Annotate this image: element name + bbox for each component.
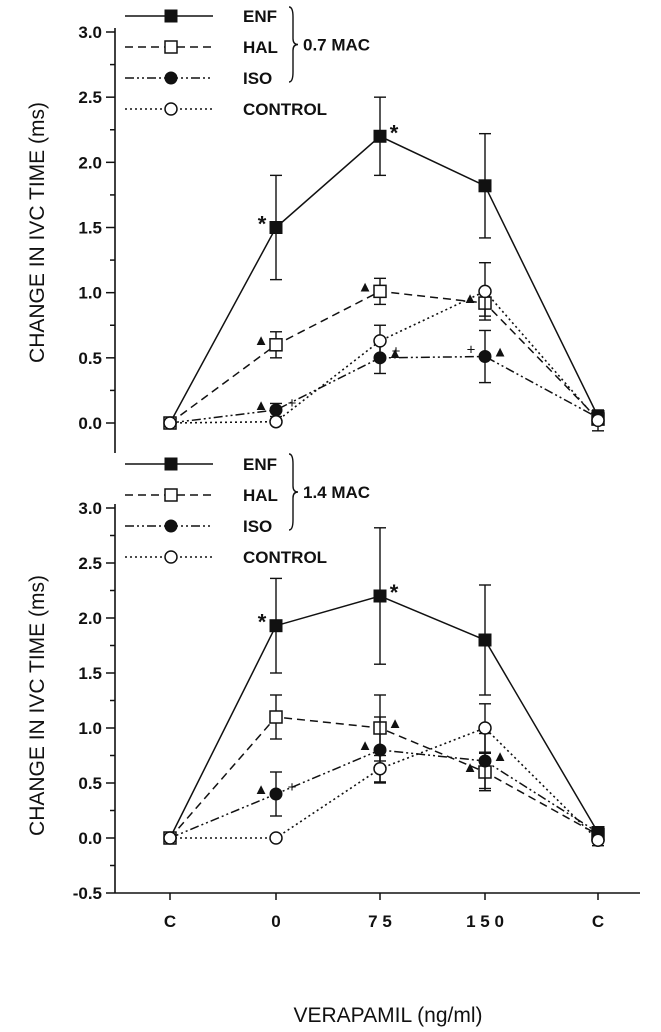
p1-legend-brace [288, 6, 299, 83]
p2-point-control [591, 833, 605, 847]
p1-series-line-enf [169, 135, 599, 424]
p1-legend-label: HAL [243, 38, 278, 57]
p1-y-tick-label: 0.5 [78, 349, 102, 368]
p2-point-control [373, 761, 387, 776]
panel-top: 0.0 0.5 1.0 1.5 2.0 2.5 3.0 CHANGE IN IVC TIME … [26, 6, 605, 453]
p1-y-tick-label: 2.5 [78, 88, 102, 107]
p1-y-tick-label: 2.0 [78, 153, 102, 172]
p2-annotation-mark: * [258, 610, 267, 635]
p1-annotation-mark: + [392, 343, 401, 360]
p2-point-iso [269, 787, 283, 801]
p1-legend-label: ENF [243, 7, 277, 26]
panel-bottom: -0.5 0.0 0.5 1.0 1.5 2.0 2.5 3.0 CHANGE IN IVC T… [26, 453, 640, 1027]
p2-y-tick-label: 0.5 [78, 774, 102, 793]
p2-legend-group-label: 1.4 MAC [303, 483, 370, 502]
p1-annotation-mark: + [288, 395, 297, 412]
p1-annotation-mark: ▲ [254, 397, 269, 414]
p2-legend-label: HAL [243, 486, 278, 505]
p1-series-line-control [169, 290, 599, 424]
p2-y-tick-label: 1.5 [78, 664, 102, 683]
p2-legend-label: ISO [243, 517, 272, 536]
p2-annotation-mark: ▲ [388, 715, 403, 732]
p2-point-enf [269, 619, 283, 633]
p2-annotation-mark: ▲ [463, 759, 478, 776]
p1-series-line-iso [169, 355, 599, 424]
p2-point-iso [373, 743, 387, 757]
p1-point-hal [373, 284, 387, 299]
p1-point-enf [373, 129, 387, 143]
p2-legend-label: CONTROL [243, 548, 327, 567]
p2-y-tick-label: 3.0 [78, 499, 102, 518]
p2-legend-marker-iso [164, 519, 178, 533]
p2-y-tick-label: 0.0 [78, 829, 102, 848]
p1-legend-label: ISO [243, 69, 272, 88]
p2-legend-label: ENF [243, 455, 277, 474]
p2-legend-marker-hal [164, 488, 178, 502]
p2-point-control [163, 831, 177, 845]
p2-x-tick-label: 0 [271, 912, 280, 931]
p2-y-tick-label: 2.0 [78, 609, 102, 628]
p1-annotation-mark: * [258, 212, 267, 237]
p2-point-control [478, 721, 492, 735]
p1-annotation-mark: ▲ [463, 290, 478, 307]
p2-annotation-mark: ▲ [254, 781, 269, 798]
p2-series-line-iso [169, 749, 599, 839]
p1-point-hal [269, 338, 283, 352]
p1-legend-marker-hal [164, 40, 178, 54]
p1-annotation-mark: ▲ [254, 332, 269, 349]
p1-point-enf [478, 179, 492, 193]
p2-x-axis-label: VERAPAMIL (ng/ml) [293, 1004, 482, 1027]
p1-point-control [269, 414, 283, 429]
p2-x-tick-label: 1 5 0 [466, 912, 504, 931]
p1-annotation-mark: * [390, 120, 399, 145]
p1-point-iso [269, 403, 283, 417]
p1-legend-label: CONTROL [243, 100, 327, 119]
p1-annotation-mark: + [467, 342, 476, 359]
p2-y-tick-label: 1.0 [78, 719, 102, 738]
p1-annotation-mark: ▲ [358, 278, 373, 295]
p2-series-line-hal [169, 716, 599, 839]
p1-legend-marker-enf [164, 9, 178, 23]
p2-point-iso [478, 754, 492, 768]
p2-annotation-mark: * [390, 580, 399, 605]
p2-x-tick-label: 7 5 [368, 912, 392, 931]
p2-point-control [269, 831, 283, 845]
p2-y-tick-label: -0.5 [73, 884, 102, 903]
p1-y-tick-label: 0.0 [78, 414, 102, 433]
p1-legend-marker-control [164, 102, 178, 116]
p1-point-control [163, 416, 177, 430]
p2-legend-marker-enf [164, 457, 178, 471]
p2-x-tick-label: C [592, 912, 604, 931]
p2-annotation-mark: + [288, 779, 297, 796]
p2-annotation-mark: ▲ [358, 737, 373, 754]
p1-point-iso [478, 350, 492, 364]
p1-y-axis-label: CHANGE IN IVC TIME (ms) [26, 102, 49, 363]
p1-y-tick-label: 1.0 [78, 284, 102, 303]
p2-series-line-control [170, 727, 599, 841]
p1-point-control [478, 284, 492, 299]
p1-point-control [591, 413, 605, 428]
p2-x-tick-label: C [164, 912, 176, 931]
p1-point-control [373, 334, 387, 348]
p2-y-axis-label: CHANGE IN IVC TIME (ms) [26, 575, 49, 836]
p2-point-enf [478, 633, 492, 647]
p2-legend-brace [288, 453, 299, 531]
p2-annotation-mark: ▲ [493, 748, 508, 765]
p1-annotation-mark: ▲ [388, 345, 403, 362]
p2-legend-marker-control [164, 550, 178, 564]
p1-y-tick-label: 1.5 [78, 219, 102, 238]
p1-point-enf [269, 221, 283, 234]
p2-y-tick-label: 2.5 [78, 554, 102, 573]
p2-point-enf [373, 589, 387, 603]
p1-legend-marker-iso [164, 71, 178, 85]
p1-annotation-mark: ▲ [493, 344, 508, 361]
p1-legend-group-label: 0.7 MAC [303, 36, 370, 55]
p1-y-tick-label: 3.0 [78, 23, 102, 42]
p2-point-hal [269, 710, 283, 724]
